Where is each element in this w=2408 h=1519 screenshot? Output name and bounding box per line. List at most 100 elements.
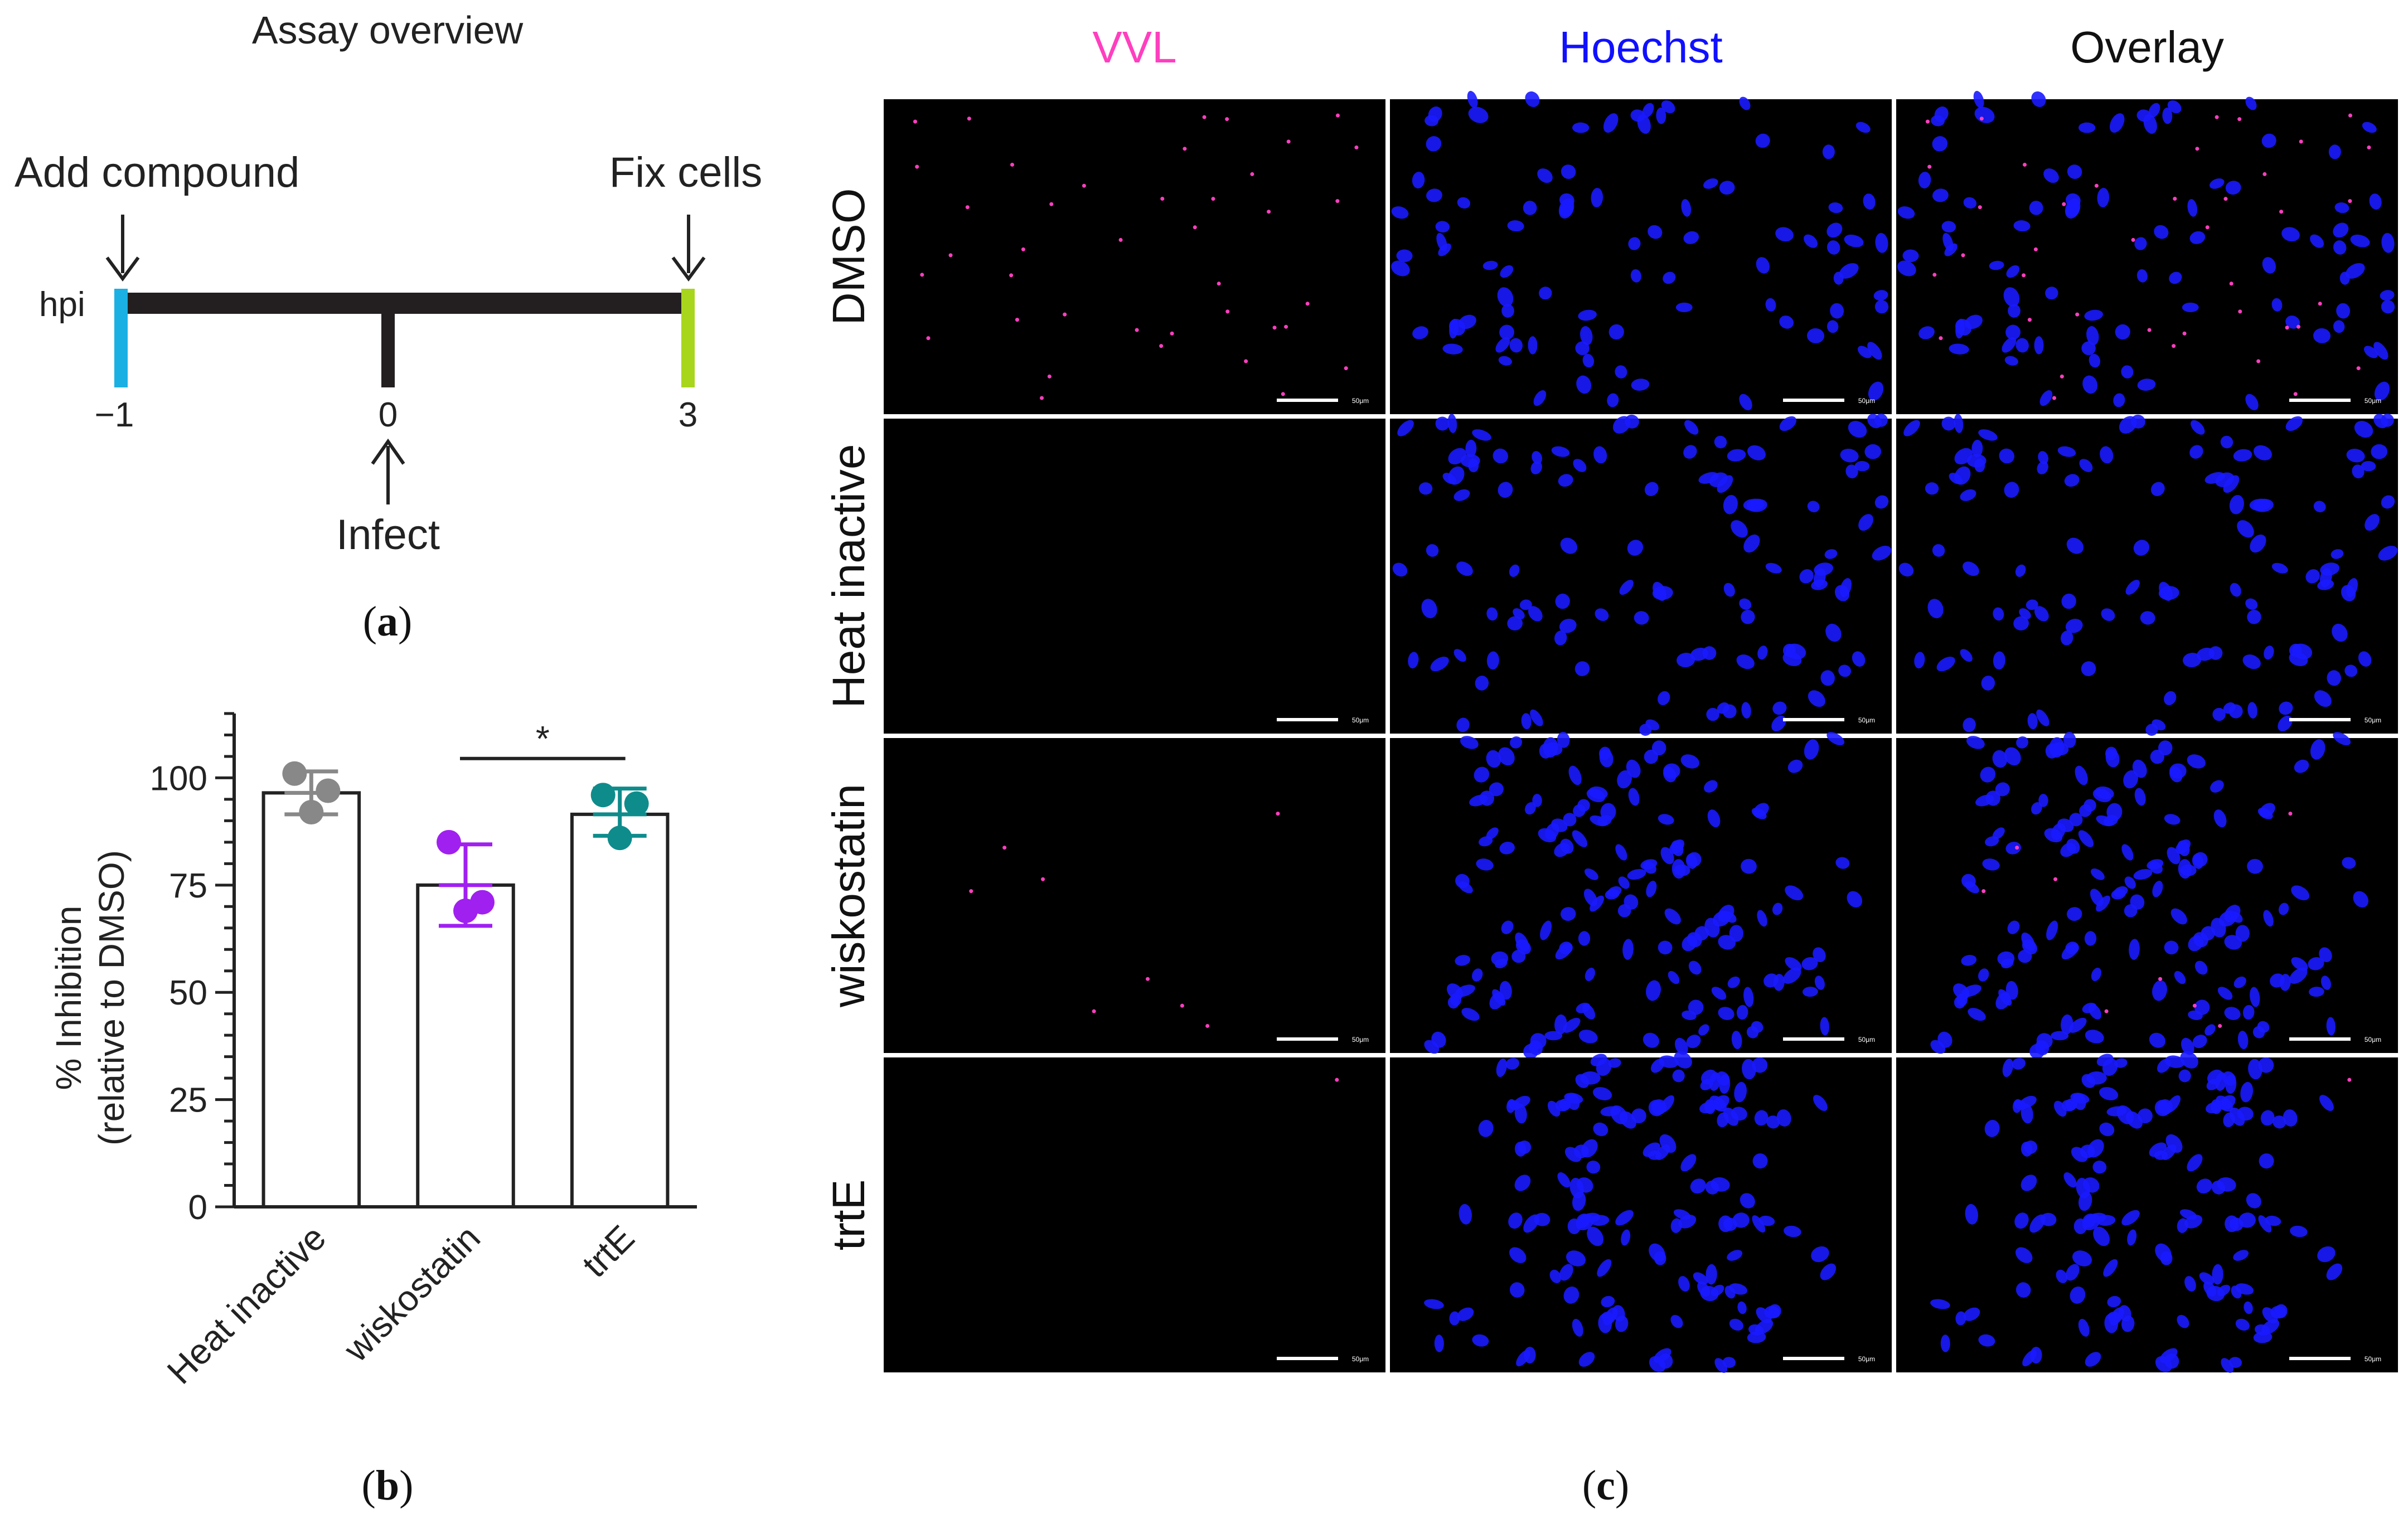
nucleus bbox=[2075, 765, 2088, 785]
vvl-signal bbox=[2104, 1009, 2109, 1013]
nucleus bbox=[1835, 857, 1850, 869]
nucleus bbox=[2057, 446, 2076, 457]
nucleus bbox=[1586, 1161, 1601, 1174]
vvl-signal bbox=[2060, 374, 2064, 378]
nucleus bbox=[2245, 96, 2257, 110]
nucleus bbox=[1755, 133, 1770, 148]
vvl-signal bbox=[1225, 309, 1230, 314]
nucleus bbox=[2245, 598, 2258, 610]
nucleus bbox=[2365, 514, 2380, 531]
vvl-signal bbox=[1049, 202, 1054, 206]
nucleus bbox=[2381, 495, 2395, 509]
nucleus bbox=[1519, 599, 1532, 610]
nucleus bbox=[1719, 1074, 1731, 1094]
nucleus bbox=[1754, 1110, 1769, 1126]
vvl-signal bbox=[2131, 237, 2135, 242]
nucleus bbox=[1575, 1074, 1590, 1088]
nucleus bbox=[1741, 858, 1757, 874]
nucleus bbox=[1482, 260, 1498, 270]
nucleus bbox=[1743, 498, 1765, 511]
nucleus bbox=[2002, 337, 2017, 353]
nucleus bbox=[2107, 1312, 2121, 1323]
nucleus bbox=[2204, 472, 2225, 484]
fix-cells-label: Fix cells bbox=[609, 149, 762, 196]
fix-cells-arrowhead bbox=[671, 256, 706, 282]
micro-panel-bg bbox=[884, 419, 1385, 734]
nucleus bbox=[1997, 951, 2015, 966]
nucleus bbox=[1671, 859, 1686, 879]
nucleus bbox=[2089, 353, 2101, 368]
vvl-signal bbox=[1211, 197, 1215, 201]
micro-panel: 50μm bbox=[884, 99, 1385, 414]
nucleus bbox=[2029, 201, 2043, 215]
nucleus bbox=[1826, 320, 1839, 333]
nucleus bbox=[2253, 1331, 2273, 1343]
nucleus bbox=[2333, 240, 2347, 255]
nucleus bbox=[2084, 799, 2096, 812]
micro-panel-bg bbox=[1896, 738, 2398, 1053]
nucleus bbox=[2021, 932, 2036, 952]
nucleus bbox=[1491, 951, 1509, 966]
nucleus bbox=[2178, 1069, 2191, 1083]
nucleus bbox=[1931, 115, 1945, 127]
nucleus bbox=[1731, 520, 1748, 538]
nucleus bbox=[2223, 475, 2240, 493]
nucleus bbox=[1811, 579, 1828, 590]
nucleus bbox=[1903, 420, 1920, 436]
nucleus bbox=[1559, 1264, 1573, 1281]
nucleus bbox=[2361, 460, 2376, 472]
nucleus bbox=[2326, 1263, 2343, 1280]
nucleus bbox=[2015, 1247, 2033, 1263]
nucleus bbox=[2273, 1115, 2286, 1129]
nucleus bbox=[1501, 920, 1514, 934]
nucleus bbox=[2068, 1017, 2087, 1033]
nucleus bbox=[2371, 444, 2388, 459]
micro-panel: 50μm bbox=[1390, 91, 1892, 414]
nucleus bbox=[2354, 421, 2373, 438]
micro-panel: 50μm bbox=[1896, 1051, 2398, 1373]
vvl-signal bbox=[1146, 977, 1150, 981]
nucleus bbox=[2327, 670, 2341, 686]
vvl-signal bbox=[2182, 331, 2187, 336]
nucleus bbox=[1601, 1312, 1615, 1323]
nucleus bbox=[2332, 623, 2348, 642]
nucleus bbox=[1779, 316, 1794, 329]
nucleus bbox=[2006, 265, 2020, 278]
vvl-signal bbox=[948, 253, 953, 258]
nucleus bbox=[1648, 1100, 1664, 1117]
nucleus bbox=[1656, 108, 1666, 124]
nucleus bbox=[2150, 749, 2165, 764]
nucleus bbox=[1992, 827, 2005, 839]
nucleus bbox=[2093, 1226, 2110, 1246]
nucleus bbox=[1585, 968, 1595, 982]
nucleus bbox=[2038, 451, 2049, 464]
nucleus bbox=[2285, 316, 2300, 329]
vvl-signal bbox=[2285, 326, 2289, 330]
vvl-signal bbox=[1981, 889, 1986, 894]
nucleus bbox=[1941, 221, 1956, 233]
nucleus bbox=[1509, 1247, 1527, 1263]
nucleus bbox=[2090, 889, 2104, 906]
nucleus bbox=[1854, 460, 1870, 472]
nucleus bbox=[2212, 707, 2226, 721]
scale-bar bbox=[1277, 1037, 1338, 1041]
nucleus bbox=[1698, 1024, 1709, 1036]
nucleus bbox=[1782, 643, 1796, 657]
nucleus bbox=[1995, 782, 2010, 797]
vvl-signal bbox=[913, 119, 917, 124]
nucleus bbox=[1596, 1058, 1612, 1076]
nucleus bbox=[1501, 304, 1514, 318]
vvl-signal bbox=[1335, 1078, 1339, 1082]
nucleus bbox=[2206, 1285, 2225, 1302]
data-point bbox=[453, 899, 478, 923]
nucleus bbox=[2073, 1218, 2087, 1234]
nucleus bbox=[2212, 1264, 2223, 1285]
nucleus bbox=[2178, 859, 2192, 879]
nucleus bbox=[2090, 868, 2105, 880]
timeline-start-marker bbox=[114, 289, 128, 387]
nucleus bbox=[1648, 1151, 1662, 1160]
vvl-signal bbox=[2062, 202, 2066, 206]
nucleus bbox=[1743, 987, 1754, 1007]
nucleus bbox=[2263, 910, 2274, 927]
